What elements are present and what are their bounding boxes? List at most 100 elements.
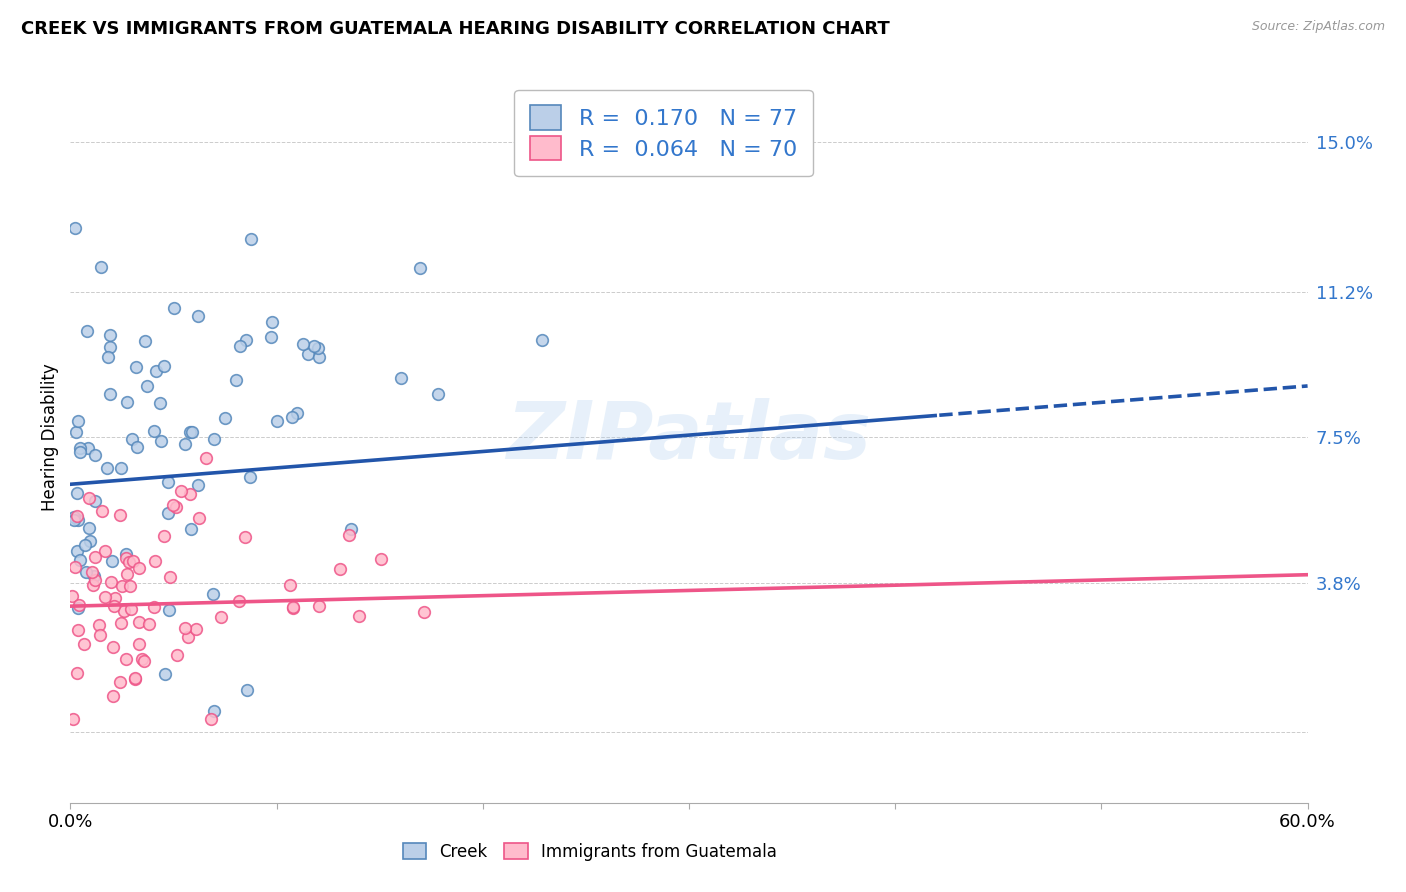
Point [304,339,326,353]
Point [104,591,127,605]
Point [101,640,124,655]
Point [89,628,111,642]
Point [90,260,112,274]
Point [110,615,132,630]
Point [195,450,218,465]
Point [132,654,155,668]
Point [69,445,91,459]
Point [84,448,107,462]
Point [94,543,117,558]
Point [426,387,449,401]
Point [112,604,135,618]
Point [214,410,236,425]
Point [149,396,172,410]
Point [308,351,330,365]
Point [77,521,100,535]
Point [66,486,89,500]
Point [72,637,94,651]
Point [262,315,284,329]
Point [83,569,105,583]
Point [118,555,141,569]
Point [134,334,156,348]
Point [409,261,432,276]
Point [155,666,177,681]
Point [166,648,188,662]
Point [235,683,257,698]
Point [285,406,308,420]
Point [188,511,211,525]
Point [157,603,180,617]
Point [89,617,111,632]
Point [63,510,86,524]
Point [96,460,118,475]
Point [347,608,370,623]
Point [174,621,197,635]
Point [131,652,153,666]
Point [266,415,288,429]
Point [80,565,103,579]
Point [531,334,554,348]
Point [111,578,134,592]
Point [159,570,181,584]
Point [67,413,90,427]
Point [63,513,86,527]
Point [108,508,131,522]
Point [69,441,91,455]
Point [239,469,262,483]
Point [145,364,167,378]
Point [128,637,150,651]
Point [67,599,90,613]
Point [108,675,131,690]
Point [97,350,120,364]
Point [98,328,121,343]
Point [177,630,200,644]
Point [66,665,89,680]
Point [181,425,204,440]
Point [77,441,100,455]
Point [66,601,89,615]
Point [124,671,146,685]
Point [340,522,363,536]
Point [370,552,392,566]
Point [121,432,143,446]
Point [110,461,132,475]
Point [260,330,283,344]
Point [413,605,436,619]
Point [228,594,250,608]
Point [153,359,176,373]
Point [120,601,142,615]
Point [179,486,201,500]
Point [101,554,124,568]
Point [84,494,107,508]
Point [100,574,122,589]
Point [162,301,184,315]
Legend: Creek, Immigrants from Guatemala: Creek, Immigrants from Guatemala [396,837,783,868]
Point [170,484,193,499]
Point [229,339,252,353]
Point [84,549,107,564]
Point [337,528,360,542]
Point [297,347,319,361]
Point [76,325,98,339]
Point [79,533,101,548]
Point [152,529,174,543]
Point [98,340,121,354]
Point [187,309,209,323]
Point [65,560,87,574]
Point [225,373,247,387]
Point [209,609,232,624]
Point [69,553,91,567]
Point [60,589,83,603]
Point [202,433,225,447]
Point [278,578,301,592]
Point [162,499,184,513]
Point [115,547,138,561]
Point [117,566,139,581]
Point [187,477,209,491]
Point [142,600,165,615]
Point [138,617,160,632]
Text: CREEK VS IMMIGRANTS FROM GUATEMALA HEARING DISABILITY CORRELATION CHART: CREEK VS IMMIGRANTS FROM GUATEMALA HEARI… [21,20,890,37]
Point [389,371,412,385]
Text: ZIPatlas: ZIPatlas [506,398,872,476]
Y-axis label: Hearing Disability: Hearing Disability [41,363,59,511]
